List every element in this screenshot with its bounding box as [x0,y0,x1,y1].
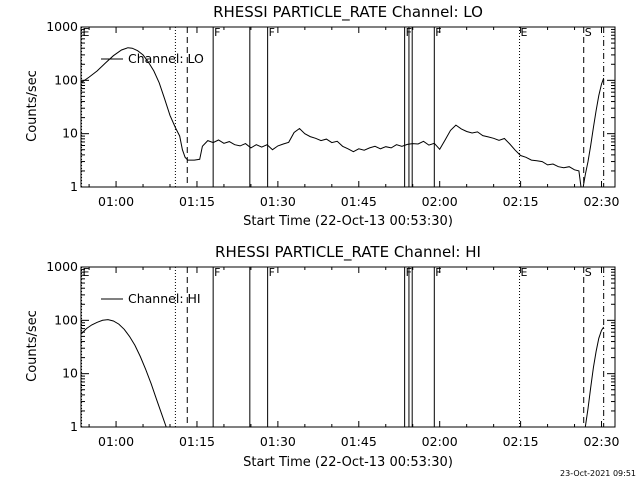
panel-hi-marker-label: F [269,266,275,279]
panel-lo-marker-label: E [83,26,90,39]
panel-lo-ylabel: Counts/sec [25,70,40,142]
panel-lo-marker-label: F [269,26,275,39]
panel-hi-xtick-label: 01:30 [260,434,296,449]
panel-hi-xtick-label: 02:30 [583,434,619,449]
panel-lo-marker-label: F [214,26,220,39]
panel-hi-series-line [80,319,605,428]
panel-hi-legend-label: Channel: HI [128,291,201,306]
panel-hi-ytick-label: 1000 [46,259,78,274]
panel-hi-xtick-label: 01:45 [341,434,377,449]
panel-hi-xlabel: Start Time (22-Oct-13 00:53:30) [243,455,453,470]
panel-hi-ytick-label: 10 [62,366,78,381]
panel-lo-series-line [80,47,605,188]
panel-lo-xtick-label: 02:00 [422,194,458,209]
panel-lo-ytick-label: 1000 [46,19,78,34]
panel-hi-marker-label: F [214,266,220,279]
panel-hi-xtick-label: 01:00 [98,434,134,449]
panel-lo-xtick-label: 02:15 [503,194,539,209]
panel-lo-xlabel: Start Time (22-Oct-13 00:53:30) [243,214,453,229]
panel-hi-xtick-label: 01:15 [179,434,215,449]
panel-hi: RHESSI PARTICLE_RATE Channel: HI Counts/… [25,243,620,470]
panel-lo-marker-label: F [435,26,441,39]
panel-hi-marker-label: E [83,266,90,279]
panel-lo-xtick-label: 01:30 [260,194,296,209]
panel-hi-frame [80,266,616,428]
panel-lo-ytick-label: 1 [70,179,78,194]
panel-lo-xtick-label: 01:45 [341,194,377,209]
panel-hi-xtick-label: 02:15 [503,434,539,449]
panel-lo-frame [80,26,616,188]
panel-lo-xtick-label: 01:00 [98,194,134,209]
panel-lo-legend-label: Channel: LO [128,51,204,66]
panel-hi-title: RHESSI PARTICLE_RATE Channel: HI [215,243,481,262]
panel-lo-ytick-label: 10 [62,126,78,141]
panel-lo-xtick-label: 02:30 [583,194,619,209]
panel-lo-xtick-label: 01:15 [179,194,215,209]
panel-hi-xtick-label: 02:00 [422,434,458,449]
panel-lo-ytick-label: 100 [54,72,78,87]
panel-lo-title: RHESSI PARTICLE_RATE Channel: LO [213,3,483,22]
panel-hi-ytick-label: 100 [54,312,78,327]
panel-lo-marker-label: E [521,26,528,39]
panel-lo-marker-label: S [585,26,592,39]
panel-hi-marker-label: S [585,266,592,279]
panel-lo: RHESSI PARTICLE_RATE Channel: LO Counts/… [25,3,620,229]
panel-hi-marker-label: F [435,266,441,279]
panel-hi-marker-label: E [521,266,528,279]
panel-hi-ylabel: Counts/sec [25,310,40,382]
panel-hi-ytick-label: 1 [70,419,78,434]
timestamp: 23-Oct-2021 09:51 [560,469,636,478]
